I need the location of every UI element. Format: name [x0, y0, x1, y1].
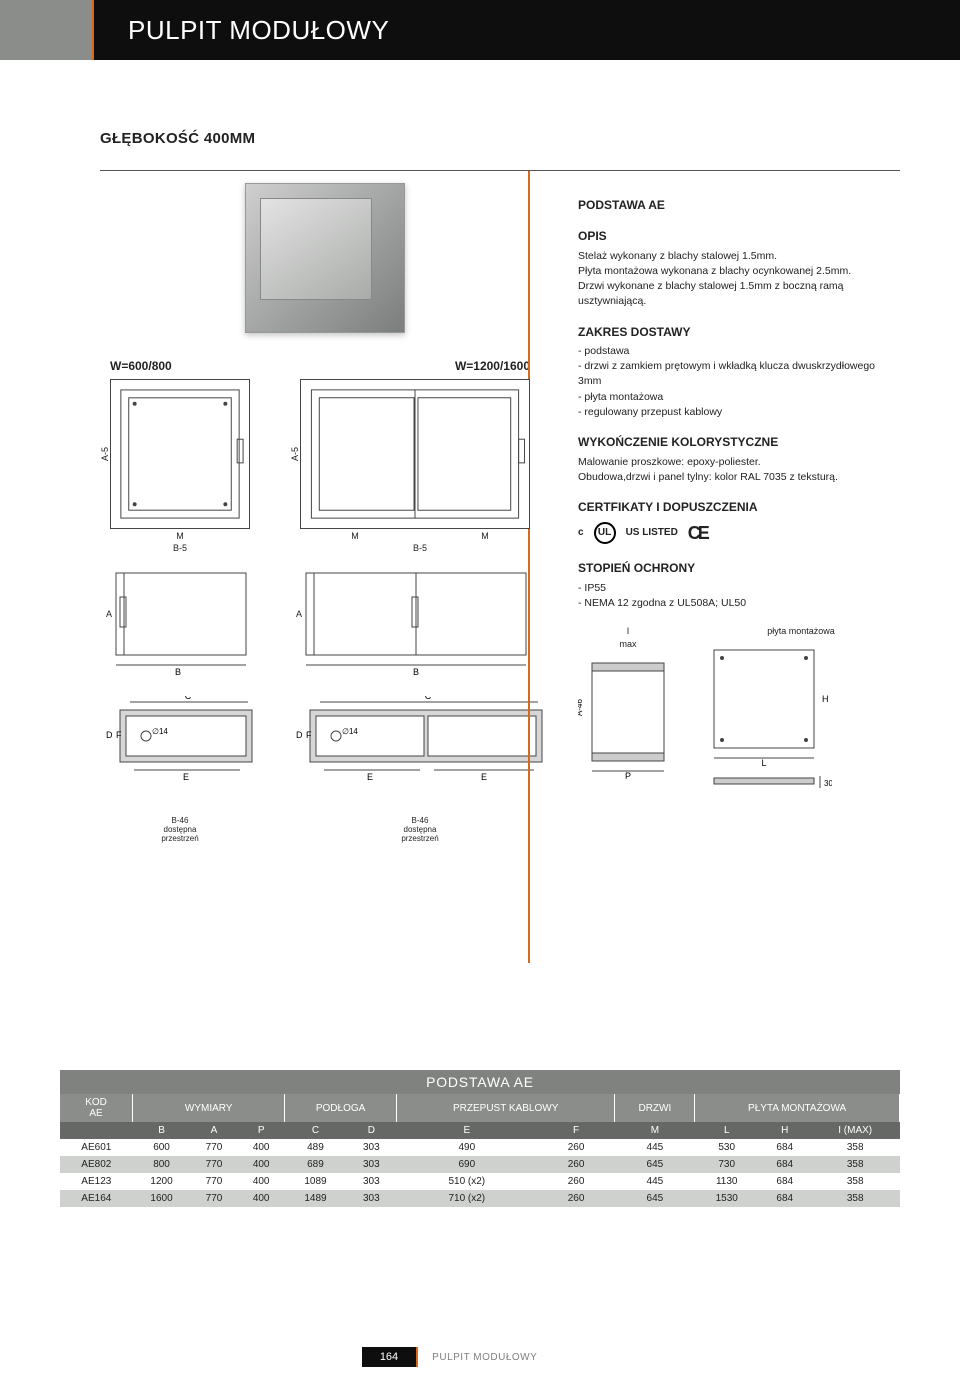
table-group-header: PODŁOGA	[285, 1094, 397, 1122]
zakres-3: regulowany przepust kablowy	[578, 405, 900, 420]
title-bar: PULPIT MODUŁOWY	[92, 0, 960, 60]
inset-plate-side: 30	[702, 774, 832, 796]
table-row: AE802800770400689303690260645730684358	[60, 1156, 900, 1173]
free-space-note-2: B-46 dostępna przestrzeń	[290, 816, 550, 843]
svg-text:H: H	[822, 694, 829, 704]
svg-text:F: F	[306, 730, 312, 740]
table-col-header: M	[615, 1122, 695, 1139]
right-column: PODSTAWA AE OPIS Stelaż wykonany z blach…	[578, 183, 900, 843]
page-number: 164	[362, 1347, 418, 1367]
imax-label: I max	[578, 625, 678, 651]
svg-text:P: P	[625, 771, 631, 781]
diagram-side-large: A B	[290, 567, 540, 677]
plate-label: płyta montażowa	[702, 625, 900, 638]
left-column: W=600/800 W=1200/1600 A-5	[100, 183, 550, 843]
svg-text:A-46: A-46	[578, 699, 584, 716]
ul-mark-icon: UL	[594, 522, 616, 544]
cert-us: US LISTED	[626, 526, 678, 541]
table-col-header: B	[133, 1122, 191, 1139]
svg-text:B: B	[413, 667, 419, 677]
svg-text:A: A	[296, 609, 302, 619]
opis-line-0: Stelaż wykonany z blachy stalowej 1.5mm.	[578, 249, 900, 264]
zakres-2: płyta montażowa	[578, 390, 900, 405]
svg-text:∅14: ∅14	[342, 727, 358, 736]
table-col-header: L	[695, 1122, 759, 1139]
product-photo	[245, 183, 405, 333]
content-row: W=600/800 W=1200/1600 A-5	[100, 170, 900, 843]
table-row: AE601600770400489303490260445530684358	[60, 1139, 900, 1156]
table-col-header: H	[759, 1122, 811, 1139]
h-cert: CERTFIKATY I DOPUSZCZENIA	[578, 499, 900, 516]
opis-line-2: Drzwi wykonane z blachy stalowej 1.5mm z…	[578, 279, 900, 309]
diagram-side-small: A B	[100, 567, 260, 677]
ce-mark-icon: CE	[688, 520, 707, 546]
table-group-header: KOD AE	[60, 1094, 133, 1122]
svg-text:∅14: ∅14	[152, 727, 168, 736]
diagram-top-small: C ∅14 DF E	[100, 696, 260, 811]
table-col-header: P	[238, 1122, 285, 1139]
ip-0: IP55	[578, 581, 900, 596]
svg-text:C: C	[425, 696, 432, 701]
footer-text: PULPIT MODUŁOWY	[432, 1352, 852, 1363]
svg-text:30: 30	[824, 779, 832, 788]
depth-subheading: GŁĘBOKOŚĆ 400MM	[100, 130, 255, 147]
dia-b-label: B-5	[100, 543, 260, 553]
dia-vert-label: A-5	[100, 447, 110, 461]
data-table: PODSTAWA AE KOD AEWYMIARYPODŁOGAPRZEPUST…	[60, 1070, 900, 1207]
h-wyk: WYKOŃCZENIE KOLORYSTYCZNE	[578, 434, 900, 451]
zakres-0: podstawa	[578, 344, 900, 359]
free-space-note: B-46 dostępna przestrzeń	[100, 816, 260, 843]
table-title: PODSTAWA AE	[60, 1070, 900, 1094]
svg-text:E: E	[367, 772, 373, 782]
diagram-front-large	[300, 379, 530, 529]
opis-line-1: Płyta montażowa wykonana z blachy ocynko…	[578, 264, 900, 279]
table-col-header: A	[190, 1122, 237, 1139]
h-podstawa: PODSTAWA AE	[578, 197, 900, 214]
table-row: AE12312007704001089303510 (x2)2604451130…	[60, 1173, 900, 1190]
grey-side-tab	[0, 0, 92, 60]
page-title: PULPIT MODUŁOWY	[128, 15, 389, 46]
table-col-header: I (MAX)	[811, 1122, 900, 1139]
page-footer: 164 PULPIT MODUŁOWY	[0, 1347, 960, 1367]
dia-vert-label-2: A-5	[290, 447, 300, 461]
diagram-front-small	[110, 379, 250, 529]
table-col-header: E	[396, 1122, 537, 1139]
table-col-header: F	[537, 1122, 615, 1139]
table-group-header: DRZWI	[615, 1094, 695, 1122]
table-col-header: C	[285, 1122, 346, 1139]
cert-c: c	[578, 526, 584, 541]
svg-text:A: A	[106, 609, 112, 619]
svg-text:E: E	[183, 772, 189, 782]
table-col-header	[60, 1122, 133, 1139]
h-opis: OPIS	[578, 228, 900, 245]
cert-row: c UL US LISTED CE	[578, 520, 900, 546]
table-group-header: WYMIARY	[133, 1094, 285, 1122]
inset-diagrams: I max A-46 P płyta montażowa	[578, 625, 900, 802]
inset-plate: H L	[702, 638, 832, 768]
ip-1: NEMA 12 zgodna z UL508A; UL50	[578, 596, 900, 611]
table-group-header: PRZEPUST KABLOWY	[396, 1094, 615, 1122]
table-row: AE16416007704001489303710 (x2)2606451530…	[60, 1190, 900, 1207]
zakres-1: drzwi z zamkiem prętowym i wkładką klucz…	[578, 359, 900, 389]
dia-m-label: M	[176, 531, 184, 541]
w-label-right: W=1200/1600	[455, 359, 530, 373]
svg-text:D: D	[296, 730, 303, 740]
svg-text:B: B	[175, 667, 181, 677]
h-ip: STOPIEŃ OCHRONY	[578, 560, 900, 577]
w-label-left: W=600/800	[110, 359, 172, 373]
diagram-top-large: C ∅14 DF E E	[290, 696, 550, 811]
inset-section: A-46 P	[578, 651, 678, 781]
h-zakres: ZAKRES DOSTAWY	[578, 324, 900, 341]
svg-text:E: E	[481, 772, 487, 782]
wyk-text: Malowanie proszkowe: epoxy-poliester. Ob…	[578, 455, 900, 485]
svg-text:C: C	[185, 696, 192, 701]
table-group-header: PŁYTA MONTAŻOWA	[695, 1094, 900, 1122]
svg-text:L: L	[761, 758, 766, 768]
table-col-header: D	[346, 1122, 396, 1139]
svg-text:F: F	[116, 730, 122, 740]
svg-text:D: D	[106, 730, 113, 740]
